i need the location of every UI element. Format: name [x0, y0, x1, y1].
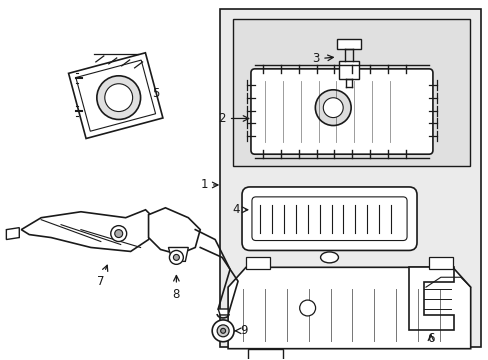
- Polygon shape: [68, 53, 163, 139]
- Polygon shape: [6, 228, 19, 239]
- Text: 4: 4: [232, 203, 247, 216]
- Bar: [220, 9, 480, 347]
- Circle shape: [97, 76, 141, 120]
- Bar: [245, 257, 269, 269]
- Bar: [428, 257, 452, 269]
- Bar: [339, 61, 359, 79]
- FancyBboxPatch shape: [251, 197, 406, 240]
- Circle shape: [104, 84, 132, 112]
- Polygon shape: [247, 349, 282, 360]
- Text: 2: 2: [218, 112, 248, 125]
- Polygon shape: [148, 208, 200, 255]
- Circle shape: [220, 328, 225, 333]
- Polygon shape: [168, 247, 188, 261]
- FancyBboxPatch shape: [242, 187, 416, 251]
- Circle shape: [169, 251, 183, 264]
- Text: 5: 5: [138, 87, 159, 100]
- Text: 8: 8: [172, 275, 180, 301]
- Circle shape: [217, 325, 228, 337]
- Polygon shape: [76, 60, 155, 131]
- Circle shape: [323, 98, 343, 118]
- Polygon shape: [218, 309, 227, 315]
- Circle shape: [212, 320, 234, 342]
- Polygon shape: [227, 267, 470, 349]
- Bar: [337, 39, 361, 49]
- Circle shape: [173, 255, 179, 260]
- Text: 3: 3: [311, 53, 333, 66]
- Circle shape: [111, 226, 126, 242]
- Text: 7: 7: [97, 265, 107, 288]
- Text: 1: 1: [200, 179, 218, 192]
- Bar: [233, 19, 469, 166]
- Text: 9: 9: [234, 324, 247, 337]
- Circle shape: [299, 300, 315, 316]
- Circle shape: [115, 230, 122, 238]
- Text: 6: 6: [427, 332, 434, 345]
- Circle shape: [315, 90, 350, 126]
- FancyBboxPatch shape: [250, 69, 432, 154]
- Polygon shape: [21, 210, 155, 251]
- Ellipse shape: [320, 252, 338, 263]
- Polygon shape: [408, 267, 453, 330]
